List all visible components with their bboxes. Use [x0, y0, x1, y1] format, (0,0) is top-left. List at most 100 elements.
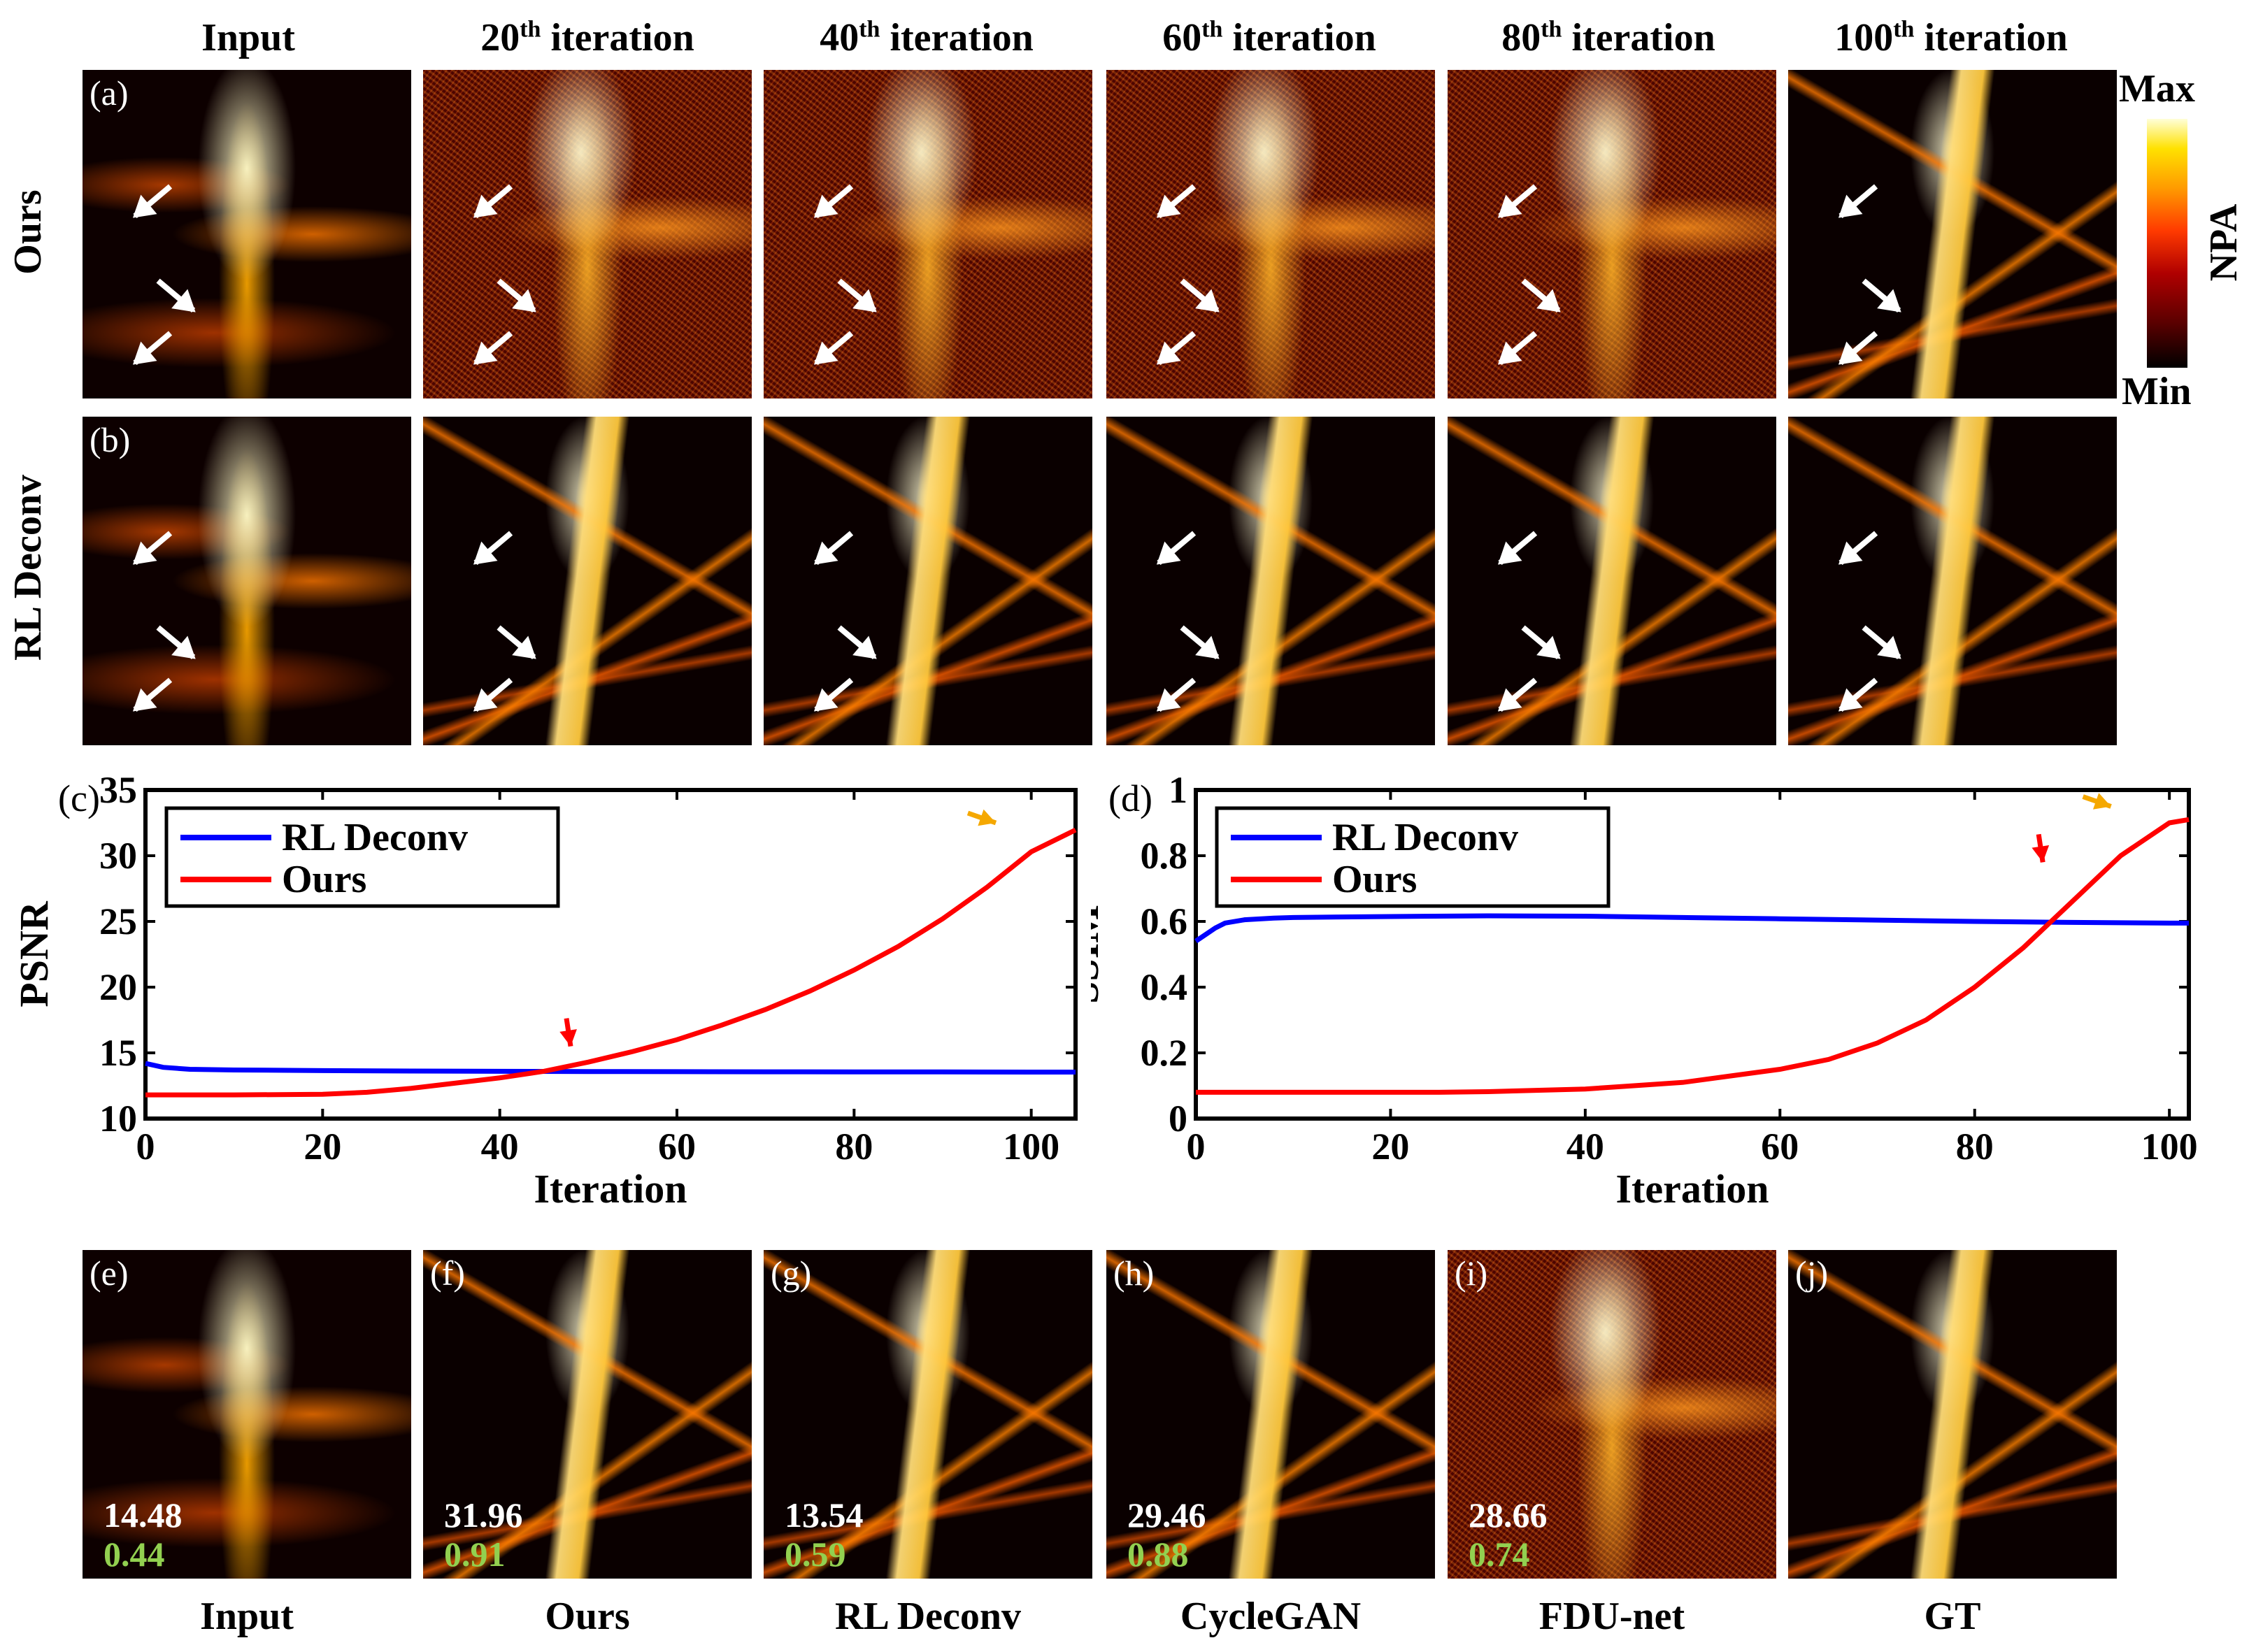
arrow-icon — [814, 531, 854, 566]
arrow-icon — [1157, 677, 1197, 712]
panel-tag: (j) — [1795, 1254, 1829, 1293]
x-tick-label: 20 — [304, 1126, 341, 1168]
arrow-icon — [1838, 184, 1878, 219]
y-tick-label: 15 — [99, 1032, 137, 1074]
ssim-value: 0.44 — [103, 1535, 165, 1574]
arrow-icon — [814, 331, 854, 366]
image-tile-rl-iter20 — [423, 417, 752, 745]
arrow-icon — [1862, 278, 1901, 313]
arrow-icon — [497, 625, 536, 660]
y-tick-label: 25 — [99, 900, 137, 942]
arrow-icon — [133, 677, 173, 712]
column-header-iter20: 20th iteration — [480, 16, 694, 59]
panel-tag: (c) — [58, 777, 100, 819]
annotation-arrow — [2082, 793, 2112, 810]
arrow-icon — [1498, 331, 1538, 366]
x-tick-label: 0 — [136, 1126, 155, 1168]
series-line-ours — [145, 828, 1077, 1098]
arrow-icon — [1180, 625, 1220, 660]
y-tick-label: 1 — [1169, 769, 1187, 811]
panel-tag-b: (b) — [90, 420, 131, 459]
y-tick-label: 0.6 — [1141, 900, 1188, 942]
x-tick-label: 80 — [1956, 1126, 1994, 1168]
annotation-arrow — [559, 1018, 577, 1047]
series-line-ours — [1196, 817, 2190, 1095]
psnr-value: 28.66 — [1469, 1495, 1548, 1535]
psnr-value: 29.46 — [1127, 1495, 1206, 1535]
arrow-icon — [1498, 531, 1538, 566]
image-tile-ours-iter100 — [1788, 70, 2117, 398]
arrow-icon — [837, 625, 877, 660]
y-tick-label: 0.8 — [1141, 835, 1188, 877]
colorbar-min-label: Min — [2122, 370, 2192, 413]
bottom-column-label: GT — [1924, 1595, 1981, 1638]
image-tile-bottom: (h) 29.46 0.88 — [1106, 1250, 1435, 1579]
series-line-rl-deconv — [1194, 913, 2189, 944]
image-tile-rl-iter40 — [764, 417, 1092, 745]
x-axis-label: Iteration — [534, 1166, 687, 1212]
image-tile-bottom: (g) 13.54 0.59 — [764, 1250, 1092, 1579]
arrow-icon — [473, 331, 513, 366]
y-tick-label: 10 — [99, 1098, 137, 1140]
column-header-iter80: 80th iteration — [1501, 16, 1715, 59]
arrow-icon — [1521, 278, 1561, 313]
panel-tag: (h) — [1113, 1254, 1155, 1293]
column-header-iter100: 100th iteration — [1834, 16, 2068, 59]
x-axis-label: Iteration — [1615, 1166, 1769, 1212]
arrow-icon — [473, 184, 513, 219]
arrow-icon — [1157, 331, 1197, 366]
legend-box — [1215, 806, 1611, 908]
image-tile-rl-input: (b) — [83, 417, 411, 745]
row-label-rl-deconv: RL Deconv — [6, 475, 50, 661]
image-tile-ours-input: (a) — [83, 70, 411, 398]
image-tile-bottom: (i) 28.66 0.74 — [1448, 1250, 1776, 1579]
arrow-icon — [1498, 677, 1538, 712]
ssim-value: 0.59 — [785, 1535, 846, 1574]
x-tick-label: 60 — [658, 1126, 696, 1168]
image-tile-ours-iter60 — [1106, 70, 1435, 398]
arrow-icon — [156, 278, 196, 313]
x-tick-label: 40 — [1566, 1126, 1604, 1168]
x-tick-label: 100 — [1003, 1126, 1059, 1168]
x-tick-label: 20 — [1371, 1126, 1409, 1168]
y-tick-label: 0 — [1169, 1098, 1187, 1140]
arrow-icon — [1498, 184, 1538, 219]
panel-tag: (f) — [430, 1254, 465, 1293]
image-tile-bottom: (f) 31.96 0.91 — [423, 1250, 752, 1579]
psnr-value: 13.54 — [785, 1495, 864, 1535]
image-tile-ours-iter20 — [423, 70, 752, 398]
colorbar-axis-label: NPA — [2202, 203, 2242, 282]
y-axis-label: SSIM — [1091, 905, 1107, 1004]
arrow-icon — [133, 531, 173, 566]
ssim-value: 0.74 — [1469, 1535, 1530, 1574]
arrow-icon — [1838, 331, 1878, 366]
panel-tag: (d) — [1108, 777, 1152, 819]
arrow-icon — [814, 677, 854, 712]
image-tile-rl-iter80 — [1448, 417, 1776, 745]
psnr-value: 31.96 — [444, 1495, 523, 1535]
image-tile-rl-iter100 — [1788, 417, 2117, 745]
ssim-value: 0.88 — [1127, 1535, 1189, 1574]
panel-tag: (i) — [1455, 1254, 1488, 1293]
image-tile-bottom: (e) 14.48 0.44 — [83, 1250, 411, 1579]
arrow-icon — [1838, 677, 1878, 712]
arrow-icon — [156, 625, 196, 660]
arrow-icon — [1838, 531, 1878, 566]
arrow-icon — [133, 331, 173, 366]
ssim-value: 0.91 — [444, 1535, 506, 1574]
column-header-iter60: 60th iteration — [1162, 16, 1376, 59]
colorbar — [2147, 119, 2187, 368]
bottom-column-label: RL Deconv — [835, 1595, 1021, 1638]
panel-tag: (e) — [90, 1254, 129, 1293]
image-tile-ours-iter80 — [1448, 70, 1776, 398]
x-tick-label: 40 — [481, 1126, 519, 1168]
column-header-iter40: 40th iteration — [820, 16, 1034, 59]
arrow-icon — [814, 184, 854, 219]
legend-label: RL Deconv — [1332, 816, 1518, 859]
panel-tag-a: (a) — [90, 73, 129, 113]
image-tile-bottom: (j) — [1788, 1250, 2117, 1579]
x-tick-label: 60 — [1761, 1126, 1799, 1168]
arrow-icon — [133, 184, 173, 219]
x-tick-label: 100 — [2141, 1126, 2198, 1168]
